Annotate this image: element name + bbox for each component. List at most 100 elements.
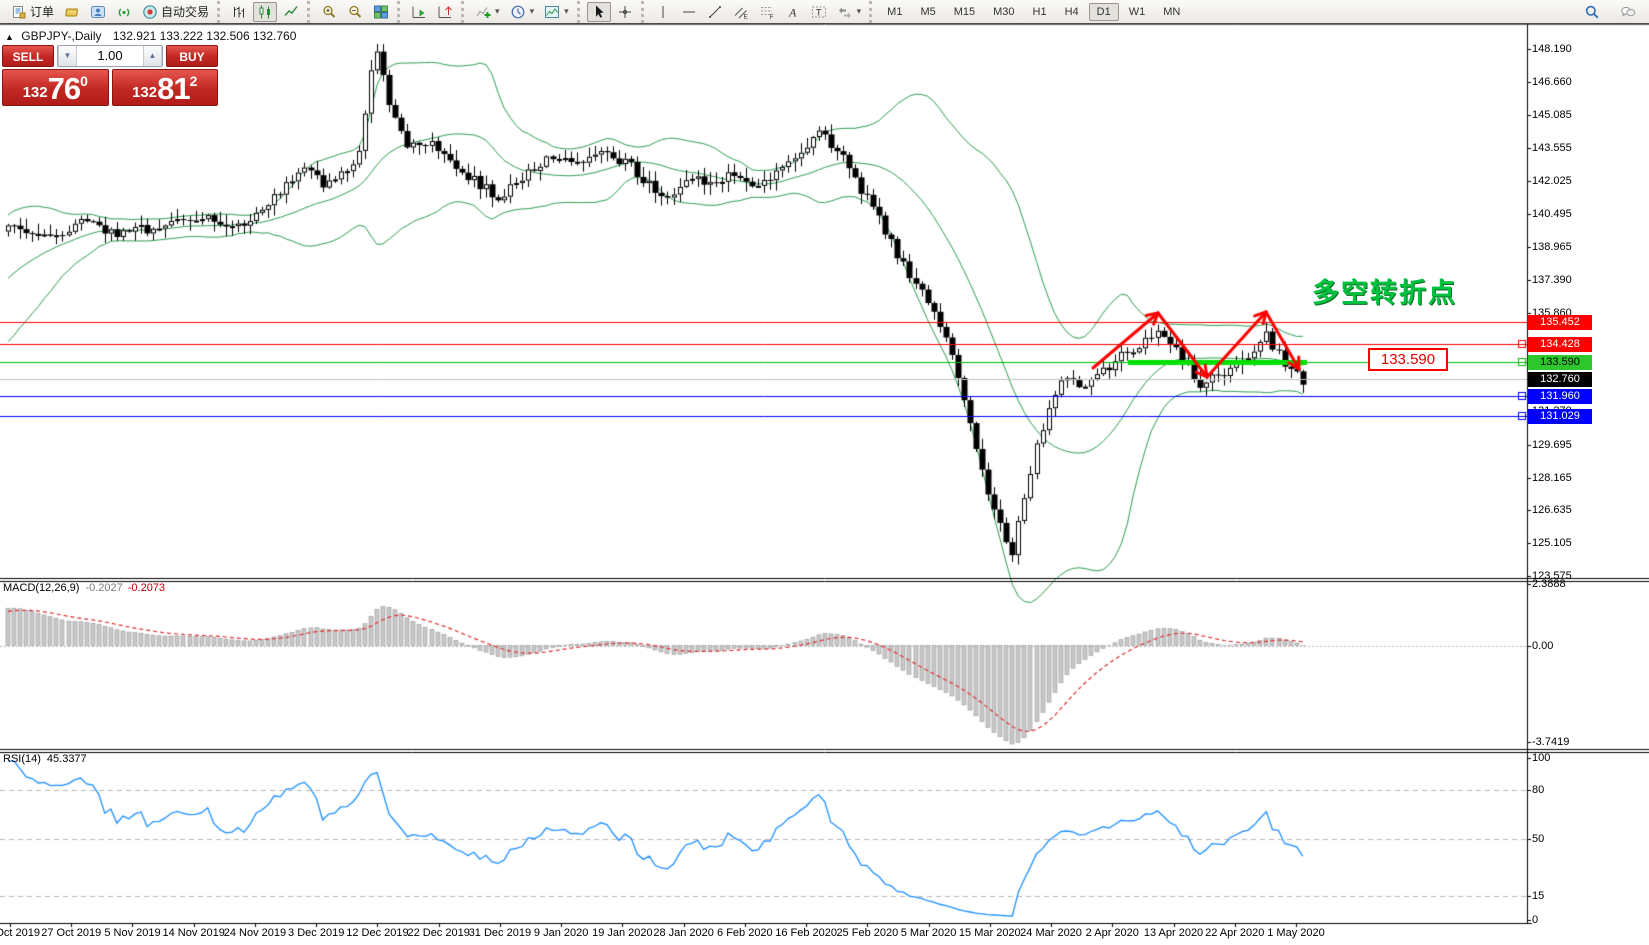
dropdown-arrow-icon[interactable]: ▾ [495,6,500,16]
timeframe-m5-button[interactable]: M5 [920,5,936,18]
svg-text:A: A [788,5,797,19]
chat-button[interactable] [1616,2,1640,22]
date-axis-label: 5 Mar 2020 [900,927,957,939]
label-button[interactable]: T [807,2,831,22]
price-axis-tick: 146.660 [1532,75,1572,88]
price-axis-tick: 137.390 [1532,274,1572,287]
signal-icon [116,4,132,20]
sell-price-tile[interactable]: 132 76 0 [2,69,109,106]
date-axis-label: 13 Apr 2020 [1143,927,1204,939]
price-axis-tick: 138.965 [1532,240,1572,253]
timeframe-d1-button[interactable]: D1 [1088,2,1119,21]
timeframe-group: M1 M5 M15 M30 H1 H4 D1 W1 MN [869,0,1192,23]
date-axis-label: 6 Feb 2020 [717,927,773,939]
crosshair-button[interactable] [613,2,637,22]
volume-input[interactable]: 1.00 [97,48,123,63]
timeframe-h1-button[interactable]: H1 [1032,5,1047,18]
auto-scroll-button[interactable] [407,2,431,22]
price-axis-tick: 143.555 [1532,142,1572,155]
price-callout-box[interactable]: 133.590 [1368,348,1448,371]
date-axis-label: 24 Mar 2020 [1020,927,1082,939]
timeframe-m15-button[interactable]: M15 [953,5,976,18]
new-order-button[interactable]: 订单 [7,1,58,22]
line-chart-button[interactable] [279,2,303,22]
date-axis-label: 19 Jan 2020 [592,927,653,939]
price-axis-tick: 140.495 [1532,207,1572,220]
macd-axis-label: 0.00 [1532,639,1554,652]
date-axis-label: 24 Nov 2019 [223,927,287,939]
hline-icon [681,4,697,20]
price-badge: 131.960 [1528,389,1592,405]
timeframe-mn-button[interactable]: MN [1163,5,1181,18]
market-watch-button[interactable] [86,2,110,22]
macd-axis-label: 2.3888 [1532,578,1566,590]
chart-shift-button[interactable] [433,2,457,22]
signals-button[interactable] [112,2,136,22]
sell-button[interactable]: SELL [2,45,54,67]
date-axis-label: 14 Nov 2019 [162,927,225,939]
date-axis-label: 17 Oct 2019 [0,927,40,939]
bar-chart-button[interactable] [227,2,251,22]
timeframe-w1-button[interactable]: W1 [1128,5,1146,18]
horizontal-line-button[interactable] [677,2,701,22]
template-icon [544,4,560,20]
trendline-button[interactable] [703,2,727,22]
chinese-annotation[interactable]: 多空转折点 [1312,278,1457,308]
macd-main-value: -0.2027 [85,582,123,594]
macd-axis-label: -3.7419 [1532,736,1570,748]
svg-text:T: T [816,7,822,17]
timeframe-m1-button[interactable]: M1 [887,5,903,18]
timeframe-m30-button[interactable]: M30 [993,5,1015,18]
channel-icon: E [733,4,749,20]
price-axis-tick: 125.105 [1532,537,1572,550]
cursor-button[interactable] [586,1,611,22]
price-badge: 131.029 [1528,409,1592,425]
buy-button[interactable]: BUY [166,45,218,67]
volume-stepper: ▼ 1.00 ▲ [57,45,163,67]
rsi-axis-label: 80 [1532,784,1545,796]
date-axis-label: 16 Feb 2020 [775,927,837,939]
autotrade-icon [142,4,158,20]
text-button[interactable]: A [781,2,805,22]
ohlc-values: 132.921 133.222 132.506 132.760 [112,29,297,43]
periods-button[interactable]: ▾ [506,2,539,22]
equidistant-channel-button[interactable]: E [729,2,753,22]
dropdown-arrow-icon[interactable]: ▾ [529,6,535,16]
zoom-in-button[interactable] [317,2,341,22]
label-icon: T [811,4,827,20]
symbol-period-label: GBPJPY-,Daily [21,29,102,43]
fibonacci-button[interactable]: F [755,2,779,22]
crosshair-icon [617,4,633,20]
date-axis-label: 15 Mar 2020 [958,927,1021,939]
arrows-button[interactable]: ▾ [833,2,866,22]
autotrading-button[interactable]: 自动交易 [138,1,213,22]
timeframe-h4-button[interactable]: H4 [1064,5,1079,18]
shapes-icon [837,4,853,20]
buy-price-big: 81 [157,71,190,106]
tiles-icon [373,4,389,20]
collapse-arrow-icon[interactable]: ▲ [5,32,14,42]
date-axis-label: 22 Dec 2019 [407,927,470,939]
indicators-button[interactable]: ▾ [471,2,504,22]
buy-price-tile[interactable]: 132 81 2 [111,69,218,106]
candlestick-chart-button[interactable] [253,1,278,22]
zoomout-icon [347,4,363,20]
dropdown-arrow-icon[interactable]: ▾ [564,6,569,16]
volume-increase-button[interactable]: ▲ [143,46,162,66]
tile-windows-button[interactable] [369,2,393,22]
rsi-value: 45.3377 [46,753,87,765]
volume-decrease-button[interactable]: ▼ [58,46,77,66]
shift-icon [437,4,453,20]
price-axis-tick: 142.025 [1532,174,1572,187]
svg-text:F: F [769,14,773,20]
vertical-line-button[interactable] [651,2,675,22]
search-button[interactable] [1580,2,1604,22]
indicators-icon [475,4,491,20]
zoom-out-button[interactable] [343,2,367,22]
templates-button[interactable]: ▾ [540,2,573,22]
metaeditor-button[interactable] [60,2,84,22]
rsi-axis-label: 15 [1532,890,1545,902]
dropdown-arrow-icon[interactable]: ▾ [856,6,862,16]
